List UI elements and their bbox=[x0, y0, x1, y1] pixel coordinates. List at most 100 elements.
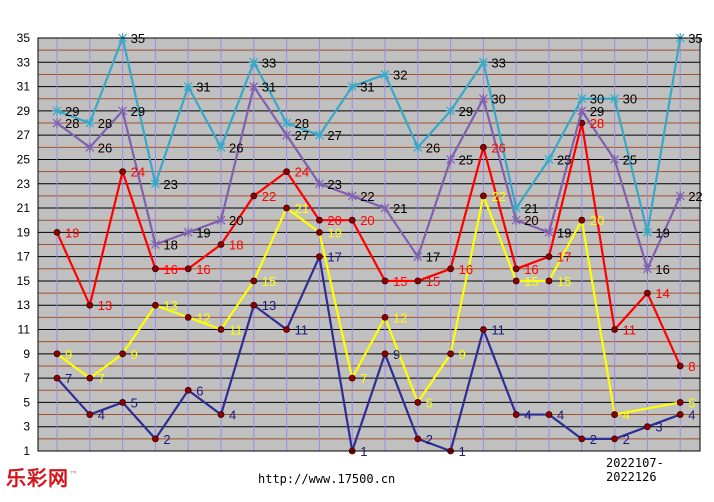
data-label: 30 bbox=[590, 92, 604, 107]
data-point bbox=[314, 178, 325, 189]
marker-stroke bbox=[413, 252, 423, 262]
data-point bbox=[545, 253, 553, 261]
data-label: 16 bbox=[196, 262, 210, 277]
data-point bbox=[676, 399, 684, 406]
y-tick-label: 21 bbox=[17, 201, 31, 215]
data-label: 31 bbox=[196, 80, 210, 95]
data-label: 13 bbox=[163, 298, 177, 313]
data-point bbox=[544, 227, 554, 238]
data-label: 4 bbox=[623, 408, 630, 423]
data-label: 20 bbox=[327, 213, 341, 228]
marker-stroke bbox=[478, 94, 488, 104]
data-label: 26 bbox=[229, 140, 243, 155]
data-point bbox=[53, 374, 61, 382]
data-label: 16 bbox=[655, 262, 669, 277]
y-tick-label: 29 bbox=[17, 104, 31, 118]
data-point bbox=[479, 143, 487, 151]
marker-stroke bbox=[118, 106, 128, 116]
data-point bbox=[611, 411, 618, 418]
data-label: 19 bbox=[196, 225, 210, 240]
data-point bbox=[511, 203, 522, 214]
y-tick-label: 5 bbox=[23, 395, 30, 409]
data-point bbox=[545, 277, 553, 285]
data-label: 5 bbox=[426, 395, 433, 410]
data-label: 15 bbox=[393, 274, 407, 289]
data-point bbox=[315, 253, 323, 261]
data-label: 5 bbox=[688, 395, 695, 410]
data-point bbox=[119, 168, 126, 176]
data-point bbox=[578, 216, 586, 224]
data-point bbox=[248, 81, 259, 92]
data-label: 9 bbox=[393, 347, 400, 362]
data-point bbox=[478, 57, 489, 68]
data-point bbox=[281, 130, 292, 141]
data-label: 6 bbox=[196, 383, 203, 398]
data-label: 26 bbox=[426, 140, 440, 155]
data-point bbox=[447, 265, 455, 273]
marker-stroke bbox=[183, 227, 193, 237]
data-label: 26 bbox=[98, 140, 112, 155]
data-point bbox=[217, 241, 225, 248]
data-label: 31 bbox=[262, 80, 276, 95]
y-tick-label: 7 bbox=[23, 371, 30, 385]
data-label: 7 bbox=[65, 371, 72, 386]
data-label: 17 bbox=[426, 250, 440, 265]
data-label: 31 bbox=[360, 80, 374, 95]
plot-border bbox=[37, 37, 701, 452]
data-point bbox=[250, 277, 258, 285]
data-label: 11 bbox=[491, 323, 505, 338]
data-label: 24 bbox=[131, 165, 145, 180]
series-line bbox=[56, 36, 682, 234]
marker-stroke bbox=[642, 227, 652, 237]
data-point bbox=[183, 81, 194, 92]
data-label: 4 bbox=[557, 408, 564, 423]
data-point bbox=[217, 411, 225, 418]
source-url: http://www.17500.cn bbox=[258, 472, 396, 486]
marker-stroke bbox=[52, 106, 62, 116]
data-point bbox=[216, 215, 226, 226]
data-label: 29 bbox=[65, 104, 79, 119]
data-point bbox=[479, 192, 487, 200]
marker-stroke bbox=[544, 155, 554, 164]
data-point bbox=[281, 118, 292, 129]
data-label: 23 bbox=[163, 177, 177, 192]
data-point bbox=[676, 411, 684, 418]
data-label: 15 bbox=[426, 274, 440, 289]
data-label: 22 bbox=[360, 189, 374, 204]
data-point bbox=[576, 93, 587, 104]
y-tick-label: 1 bbox=[23, 444, 30, 458]
marker-stroke bbox=[610, 94, 620, 104]
data-point bbox=[445, 105, 456, 116]
data-label: 29 bbox=[590, 104, 604, 119]
marker-stroke bbox=[380, 70, 390, 79]
data-label: 26 bbox=[491, 140, 505, 155]
data-point bbox=[151, 435, 159, 443]
data-label: 8 bbox=[688, 359, 695, 374]
data-point bbox=[348, 216, 356, 224]
data-label: 21 bbox=[393, 201, 407, 216]
data-point bbox=[347, 81, 358, 92]
marker-stroke bbox=[380, 203, 390, 213]
data-point bbox=[314, 130, 325, 141]
data-label: 3 bbox=[655, 420, 662, 435]
data-label: 28 bbox=[295, 116, 309, 131]
data-point bbox=[53, 350, 61, 358]
series-line bbox=[56, 85, 682, 270]
y-tick-label: 19 bbox=[17, 225, 31, 239]
data-point bbox=[250, 301, 258, 309]
marker-stroke bbox=[511, 203, 521, 213]
marker-stroke bbox=[216, 215, 226, 225]
data-label: 4 bbox=[524, 408, 531, 423]
data-label: 29 bbox=[131, 104, 145, 119]
data-label: 29 bbox=[459, 104, 473, 119]
data-point bbox=[512, 265, 520, 273]
data-label: 33 bbox=[491, 55, 505, 70]
data-point bbox=[151, 265, 159, 273]
data-point bbox=[348, 374, 356, 382]
data-point bbox=[86, 301, 94, 309]
data-label: 28 bbox=[590, 116, 604, 131]
issue-range: 2022107-2022126 bbox=[606, 456, 664, 484]
data-point bbox=[512, 277, 520, 285]
data-label: 4 bbox=[229, 408, 236, 423]
